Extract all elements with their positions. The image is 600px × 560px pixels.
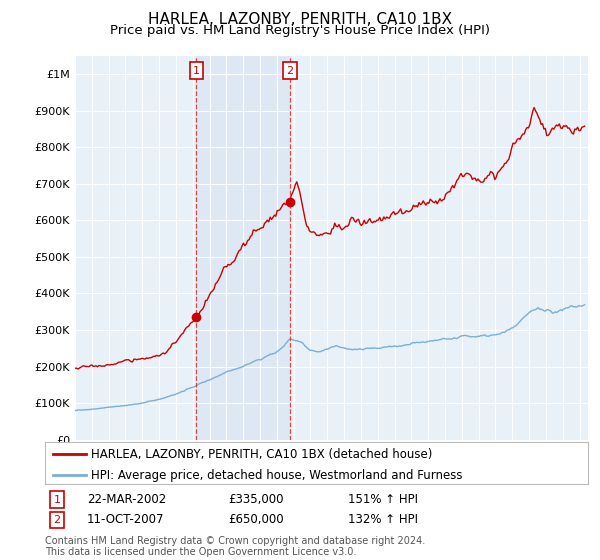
Text: Contains HM Land Registry data © Crown copyright and database right 2024.
This d: Contains HM Land Registry data © Crown c…	[45, 535, 425, 557]
Text: £335,000: £335,000	[228, 493, 284, 506]
Text: 22-MAR-2002: 22-MAR-2002	[87, 493, 166, 506]
Text: HARLEA, LAZONBY, PENRITH, CA10 1BX (detached house): HARLEA, LAZONBY, PENRITH, CA10 1BX (deta…	[91, 447, 433, 461]
Text: 1: 1	[53, 494, 61, 505]
Text: £650,000: £650,000	[228, 513, 284, 526]
Text: 2: 2	[286, 66, 293, 76]
Text: HPI: Average price, detached house, Westmorland and Furness: HPI: Average price, detached house, West…	[91, 469, 463, 482]
Bar	[196, 56, 290, 440]
Text: 2: 2	[53, 515, 61, 525]
Text: HARLEA, LAZONBY, PENRITH, CA10 1BX: HARLEA, LAZONBY, PENRITH, CA10 1BX	[148, 12, 452, 27]
Text: Price paid vs. HM Land Registry's House Price Index (HPI): Price paid vs. HM Land Registry's House …	[110, 24, 490, 37]
Text: 151% ↑ HPI: 151% ↑ HPI	[348, 493, 418, 506]
Text: 1: 1	[193, 66, 200, 76]
Text: 11-OCT-2007: 11-OCT-2007	[87, 513, 164, 526]
Text: 132% ↑ HPI: 132% ↑ HPI	[348, 513, 418, 526]
